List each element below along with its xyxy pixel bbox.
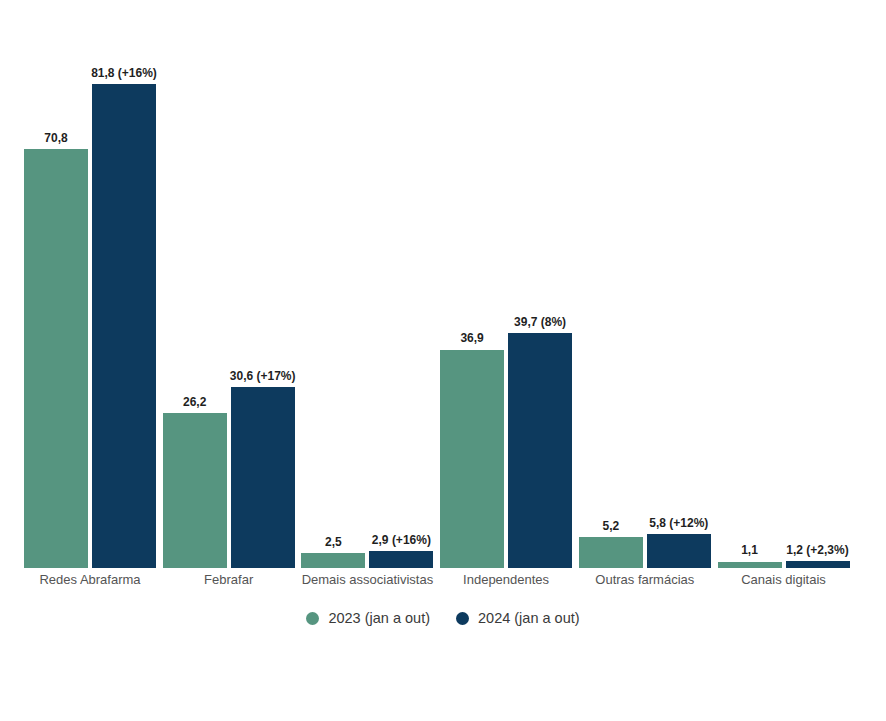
- x-axis-label-canais-digitais: Canais digitais: [741, 572, 826, 587]
- bar-2023-demais-associativistas: [301, 553, 365, 568]
- bar-column-2023-outras-farmacias: 5,2: [579, 520, 643, 568]
- bar-column-2024-febrafar: 30,6 (+17%): [231, 370, 295, 568]
- bar-2023-canais-digitais: [718, 562, 782, 569]
- legend-dot-2024: [456, 612, 469, 625]
- bar-column-2024-independentes: 39,7 (8%): [508, 316, 572, 568]
- bar-2024-outras-farmacias: [647, 534, 711, 568]
- bar-value-label: 2,5: [325, 536, 342, 549]
- bar-column-2024-canais-digitais: 1,2 (+2,3%): [786, 544, 850, 568]
- x-axis-label-independentes: Independentes: [463, 572, 549, 587]
- bar-value-label: 1,2 (+2,3%): [786, 544, 848, 557]
- bar-column-2024-demais-associativistas: 2,9 (+16%): [369, 534, 433, 568]
- bar-column-2024-redes-abrafarma: 81,8 (+16%): [92, 67, 156, 568]
- bar-value-label: 70,8: [44, 132, 67, 145]
- x-axis-label-redes-abrafarma: Redes Abrafarma: [39, 572, 140, 587]
- bar-value-label: 5,2: [602, 520, 619, 533]
- legend-label-2024: 2024 (jan a out): [478, 610, 580, 626]
- bar-chart: 70,8 81,8 (+16%) Redes Abrafarma 26,2 30,6 (…: [0, 0, 886, 721]
- bar-2023-outras-farmacias: [579, 537, 643, 568]
- bar-group-redes-abrafarma: 70,8 81,8 (+16%): [24, 67, 156, 568]
- legend-dot-2023: [306, 612, 319, 625]
- bar-value-label: 26,2: [183, 396, 206, 409]
- bar-2023-independentes: [440, 350, 504, 569]
- bar-value-label: 39,7 (8%): [514, 316, 566, 329]
- bar-value-label: 2,9 (+16%): [372, 534, 431, 547]
- bar-column-2024-outras-farmacias: 5,8 (+12%): [647, 517, 711, 568]
- legend: 2023 (jan a out) 2024 (jan a out): [0, 610, 886, 626]
- bar-2024-canais-digitais: [786, 561, 850, 568]
- legend-label-2023: 2023 (jan a out): [328, 610, 430, 626]
- bar-2024-independentes: [508, 333, 572, 568]
- bar-value-label: 5,8 (+12%): [649, 517, 708, 530]
- bar-column-2023-febrafar: 26,2: [163, 396, 227, 568]
- bar-column-2023-demais-associativistas: 2,5: [301, 536, 365, 568]
- legend-item-2024: 2024 (jan a out): [456, 610, 580, 626]
- bar-group-outras-farmacias: 5,2 5,8 (+12%): [579, 517, 711, 568]
- bar-2024-demais-associativistas: [369, 551, 433, 568]
- x-axis-label-outras-farmacias: Outras farmácias: [595, 572, 694, 587]
- bar-group-demais-associativistas: 2,5 2,9 (+16%): [301, 534, 433, 568]
- bar-2024-febrafar: [231, 387, 295, 568]
- bar-2024-redes-abrafarma: [92, 84, 156, 568]
- bar-group-canais-digitais: 1,1 1,2 (+2,3%): [718, 544, 850, 568]
- bar-group-febrafar: 26,2 30,6 (+17%): [163, 370, 295, 568]
- x-axis-label-demais-associativistas: Demais associativistas: [302, 572, 434, 587]
- bar-column-2023-independentes: 36,9: [440, 332, 504, 568]
- bar-value-label: 30,6 (+17%): [230, 370, 296, 383]
- bar-column-2023-redes-abrafarma: 70,8: [24, 132, 88, 568]
- legend-item-2023: 2023 (jan a out): [306, 610, 430, 626]
- bar-column-2023-canais-digitais: 1,1: [718, 544, 782, 568]
- x-axis-label-febrafar: Febrafar: [204, 572, 253, 587]
- bar-2023-febrafar: [163, 413, 227, 568]
- bar-value-label: 1,1: [741, 544, 758, 557]
- bar-value-label: 36,9: [460, 332, 483, 345]
- bar-2023-redes-abrafarma: [24, 149, 88, 568]
- bar-value-label: 81,8 (+16%): [91, 67, 157, 80]
- bar-group-independentes: 36,9 39,7 (8%): [440, 316, 572, 568]
